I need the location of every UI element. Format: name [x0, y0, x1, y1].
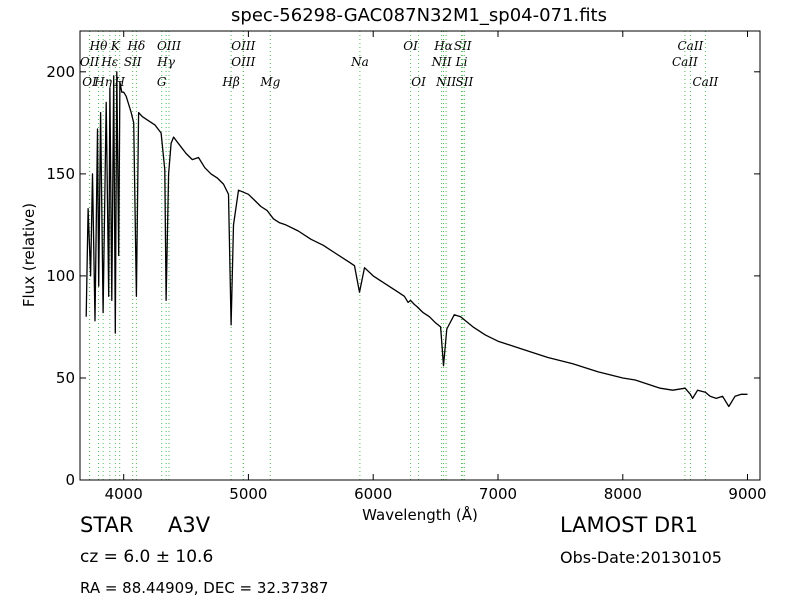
- observation-date: Obs-Date:20130105: [560, 548, 722, 567]
- line-marker-label-4: Hε: [100, 55, 118, 69]
- line-marker-label-19: Hα: [433, 39, 453, 53]
- line-marker-label-8: Hδ: [127, 39, 146, 53]
- object-subclass: A3V: [168, 513, 211, 537]
- line-marker-label-26: CaII: [672, 55, 698, 69]
- sky-coordinates: RA = 88.44909, DEC = 32.37387: [80, 579, 329, 597]
- line-marker-label-7: SII: [124, 55, 142, 69]
- y-tick-label-4: 200: [46, 63, 75, 81]
- y-tick-label-2: 100: [46, 267, 75, 285]
- object-class: STAR: [80, 513, 134, 537]
- plot-frame: [79, 30, 761, 481]
- line-marker-label-27: CaII: [692, 75, 718, 89]
- x-tick-label-2: 6000: [354, 485, 392, 503]
- line-marker-label-20: NII: [431, 55, 452, 69]
- line-marker-label-2: Hθ: [89, 39, 108, 53]
- x-axis-ticks: 4000 5000 6000 7000 8000 9000: [105, 31, 767, 503]
- y-tick-label-3: 150: [46, 165, 75, 183]
- line-marker-label-24: SII: [456, 75, 474, 89]
- x-axis-label: Wavelength (Å): [362, 505, 478, 524]
- line-marker-label-0: OII: [80, 55, 100, 69]
- line-marker-label-13: OIII: [231, 55, 255, 69]
- x-tick-label-1: 5000: [229, 485, 267, 503]
- line-marker-label-23: Li: [455, 55, 468, 69]
- line-marker-label-22: SII: [454, 39, 472, 53]
- spectrum-line: [85, 71, 748, 408]
- line-marker-label-12: OIII: [231, 39, 255, 53]
- line-marker-label-16: Na: [350, 55, 369, 69]
- survey-name: LAMOST DR1: [560, 513, 699, 537]
- y-axis-label: Flux (relative): [20, 203, 38, 307]
- line-marker-label-14: Hβ: [221, 75, 239, 89]
- line-marker-label-18: OI: [411, 75, 426, 89]
- line-marker-label-9: OIII: [157, 39, 181, 53]
- line-marker-label-25: CaII: [677, 39, 703, 53]
- redshift-value: cz = 6.0 ± 10.6: [80, 547, 214, 567]
- y-axis-ticks: 0 50 100 150 200: [46, 63, 760, 489]
- y-tick-label-0: 0: [65, 471, 75, 489]
- line-marker-label-5: K: [110, 39, 121, 53]
- line-marker-label-11: G: [157, 75, 167, 89]
- line-marker-label-10: Hγ: [156, 55, 175, 69]
- x-tick-label-3: 7000: [479, 485, 517, 503]
- chart-title: spec-56298-GAC087N32M1_sp04-071.fits: [231, 5, 607, 26]
- x-tick-label-0: 4000: [105, 485, 143, 503]
- x-tick-label-4: 8000: [604, 485, 642, 503]
- line-marker-label-3: Hη: [93, 75, 112, 89]
- line-marker-label-21: NII: [435, 75, 456, 89]
- line-marker-label-17: OI: [403, 39, 418, 53]
- x-tick-label-5: 9000: [728, 485, 766, 503]
- line-marker-label-1: OI: [82, 75, 97, 89]
- line-marker-label-15: Mg: [259, 75, 280, 89]
- spectrum-curve-group: [85, 71, 748, 408]
- y-tick-label-1: 50: [56, 369, 75, 387]
